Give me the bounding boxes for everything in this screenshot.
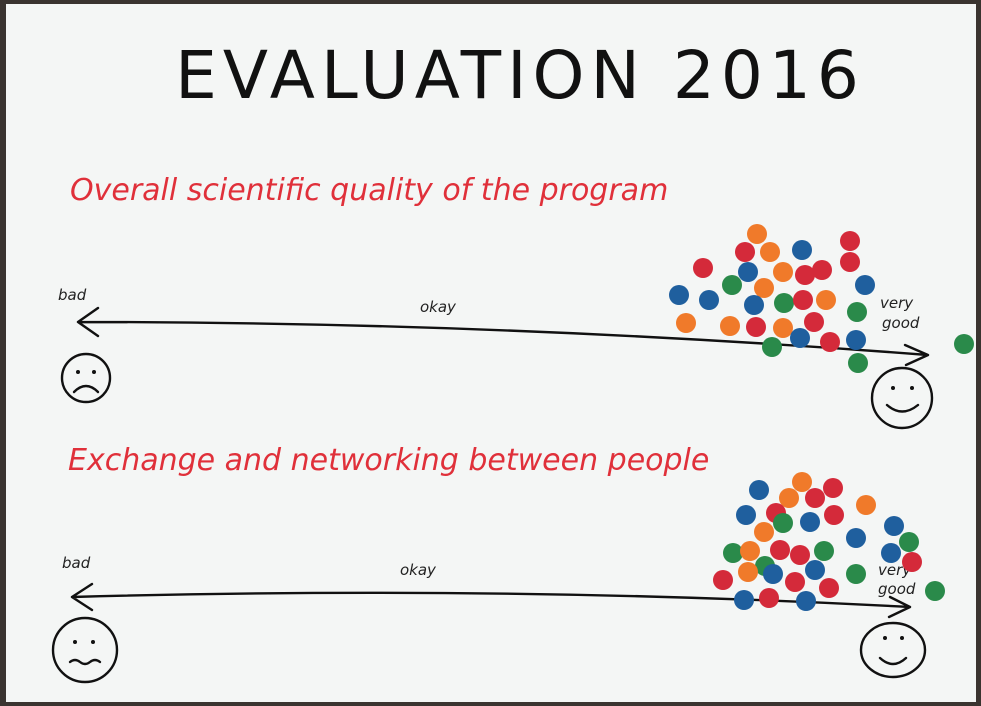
vote-dot <box>722 275 742 295</box>
vote-dot <box>819 578 839 598</box>
vote-dot <box>773 318 793 338</box>
vote-dot <box>899 532 919 552</box>
vote-dot <box>790 545 810 565</box>
vote-dot <box>856 495 876 515</box>
vote-dot <box>884 516 904 536</box>
vote-dot <box>754 278 774 298</box>
vote-dot <box>800 512 820 532</box>
vote-dot <box>855 275 875 295</box>
vote-dot <box>734 590 754 610</box>
vote-dot <box>820 332 840 352</box>
vote-dot <box>954 334 974 354</box>
left-label: bad <box>58 286 87 304</box>
vote-dot <box>846 330 866 350</box>
vote-dot <box>814 541 834 561</box>
left-label: bad <box>62 554 91 572</box>
vote-dot <box>738 262 758 282</box>
vote-dot <box>720 316 740 336</box>
vote-dot <box>744 295 764 315</box>
vote-dot <box>881 543 901 563</box>
vote-dot <box>846 528 866 548</box>
vote-dot <box>805 488 825 508</box>
vote-dot <box>790 328 810 348</box>
vote-dot <box>785 572 805 592</box>
vote-dot <box>699 290 719 310</box>
vote-dot <box>848 353 868 373</box>
vote-dot <box>793 290 813 310</box>
vote-dot <box>740 541 760 561</box>
vote-dot <box>840 252 860 272</box>
vote-dot <box>676 313 696 333</box>
vote-dot <box>723 543 743 563</box>
vote-dot <box>846 564 866 584</box>
vote-dot <box>773 513 793 533</box>
vote-dot <box>812 260 832 280</box>
vote-dot <box>796 591 816 611</box>
vote-dot <box>804 312 824 332</box>
vote-dot <box>840 231 860 251</box>
vote-dot <box>763 564 783 584</box>
vote-dot <box>759 588 779 608</box>
vote-dot <box>925 581 945 601</box>
vote-dot <box>795 265 815 285</box>
vote-dot <box>735 242 755 262</box>
vote-dot <box>792 240 812 260</box>
vote-dot <box>762 337 782 357</box>
question: Overall scientific quality of the progra… <box>70 173 668 208</box>
vote-dot <box>669 285 689 305</box>
vote-dot <box>749 480 769 500</box>
vote-dot <box>847 302 867 322</box>
right-label-line: very <box>880 294 914 312</box>
right-label-line: good <box>878 580 916 598</box>
middle-label: okay <box>400 561 437 579</box>
vote-dot <box>823 478 843 498</box>
poster-photo: EVALUATION 2016 Overall scientific quali… <box>0 0 981 706</box>
vote-dot <box>693 258 713 278</box>
vote-dot <box>754 522 774 542</box>
vote-dot <box>770 540 790 560</box>
middle-label: okay <box>420 298 457 316</box>
title: EVALUATION 2016 <box>175 37 865 114</box>
vote-dot <box>746 317 766 337</box>
vote-dot <box>902 552 922 572</box>
vote-dot <box>816 290 836 310</box>
vote-dot <box>805 560 825 580</box>
vote-dot <box>824 505 844 525</box>
vote-dot <box>738 562 758 582</box>
vote-dot <box>713 570 733 590</box>
vote-dot <box>760 242 780 262</box>
right-label-line: good <box>882 314 920 332</box>
vote-dot <box>774 293 794 313</box>
vote-dot <box>792 472 812 492</box>
vote-dot <box>736 505 756 525</box>
question: Exchange and networking between people <box>68 443 709 478</box>
vote-dot <box>773 262 793 282</box>
vote-dot <box>747 224 767 244</box>
